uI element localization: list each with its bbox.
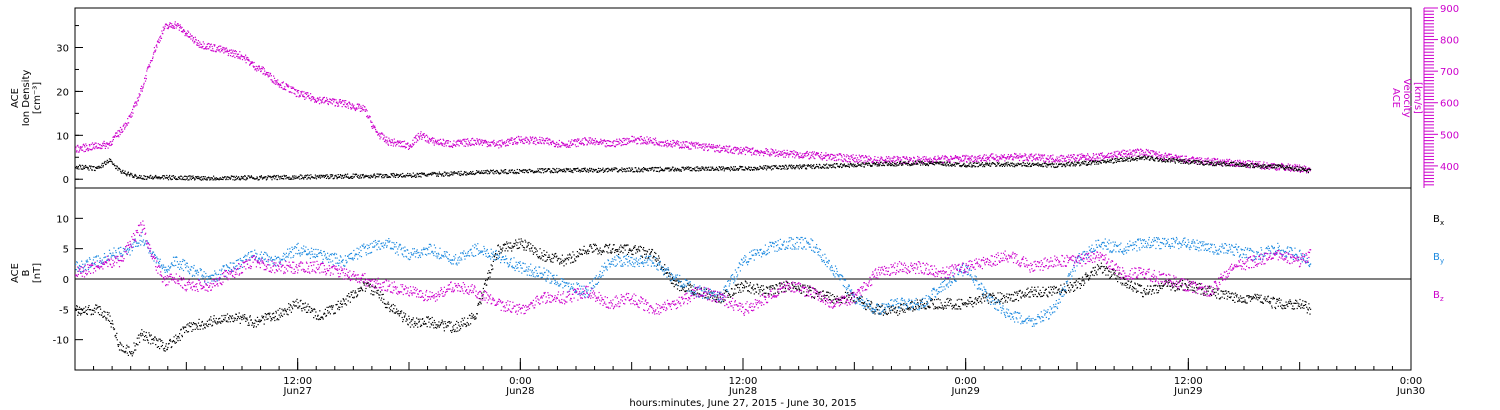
x-axis: 12:00Jun270:00Jun2812:00Jun280:00Jun2912… — [74, 358, 1425, 409]
x-tick-date: Jun29 — [950, 386, 979, 397]
bx-series — [75, 238, 1312, 357]
x-tick-time: 12:00 — [1174, 376, 1203, 387]
top-left-tick-label: 0 — [63, 175, 69, 186]
x-tick-time: 0:00 — [954, 376, 976, 387]
x-tick-time: 0:00 — [1400, 376, 1422, 387]
top-right-axis-label: Velocity — [1401, 78, 1412, 117]
top-left-tick-label: 10 — [56, 131, 69, 142]
bottom-tick-label: 5 — [63, 245, 69, 256]
velocity-tick-label: 600 — [1440, 99, 1459, 110]
bottom-axis-label: ACE — [10, 263, 21, 283]
bottom-axis-label: [nT] — [32, 263, 43, 283]
x-tick-date: Jun28 — [505, 386, 534, 397]
velocity-tick-label: 900 — [1440, 4, 1459, 15]
top-left-axis-label: ACE — [10, 88, 21, 108]
x-tick-time: 12:00 — [283, 376, 312, 387]
bottom-axis-label: B — [21, 269, 32, 276]
top-left-tick-label: 20 — [56, 87, 69, 98]
bz-series — [75, 220, 1312, 316]
top-frame — [74, 7, 1412, 189]
x-tick-date: Jun30 — [1396, 386, 1425, 397]
x-tick-time: 0:00 — [509, 376, 531, 387]
velocity-series — [75, 21, 1311, 174]
top-left-axis-label: [cm⁻³] — [32, 82, 43, 114]
top-right-axis-label: [km/s] — [1412, 82, 1423, 114]
x-tick-date: Jun29 — [1173, 386, 1202, 397]
x-axis-label: hours:minutes, June 27, 2015 - June 30, … — [629, 398, 856, 409]
velocity-tick-label: 700 — [1440, 67, 1459, 78]
panel-magnetic-field: -10 -5 0 5 10 ACE B [nT] B x B y B z — [10, 187, 1444, 371]
bottom-tick-label: 0 — [63, 275, 69, 286]
top-left-axis-label: Ion Density — [21, 70, 32, 127]
bottom-tick-label: -5 — [59, 305, 69, 316]
density-series — [75, 155, 1312, 181]
velocity-tick-label: 400 — [1440, 162, 1459, 173]
top-left-tick-label: 30 — [56, 44, 69, 55]
top-right-axis-label: ACE — [1390, 88, 1401, 108]
x-tick-date: Jun28 — [728, 386, 757, 397]
velocity-tick-label: 500 — [1440, 130, 1459, 141]
by-series — [75, 231, 1312, 327]
x-tick-time: 12:00 — [729, 376, 758, 387]
bottom-tick-label: -10 — [53, 336, 69, 347]
bottom-tick-label: 10 — [56, 214, 69, 225]
x-tick-date: Jun27 — [282, 386, 311, 397]
velocity-tick-label: 800 — [1440, 36, 1459, 47]
